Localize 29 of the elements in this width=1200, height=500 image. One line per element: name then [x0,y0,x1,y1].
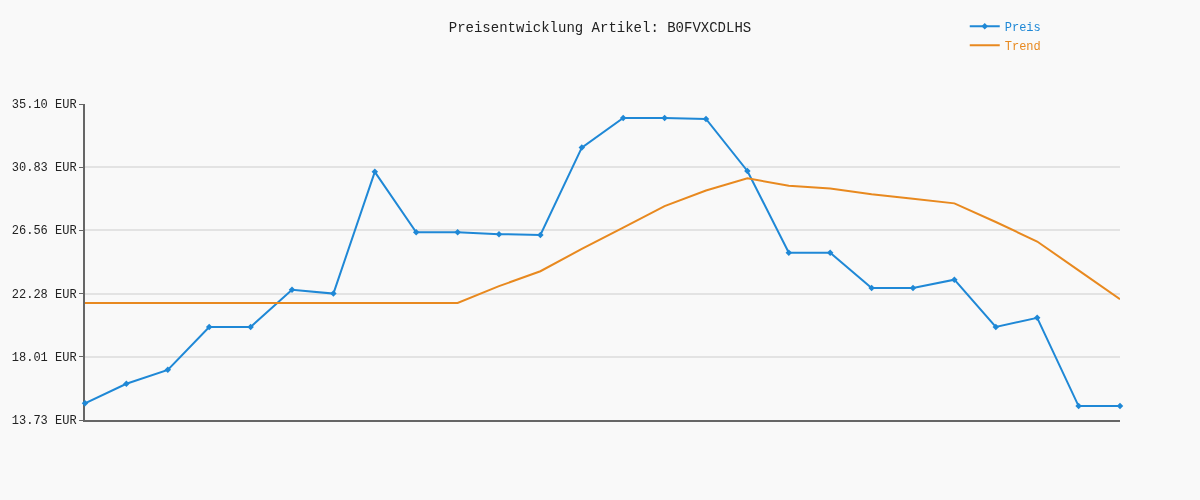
point [123,380,130,388]
y-tick-label: 22.28 EUR [11,287,77,302]
point [164,366,172,374]
point [785,249,793,257]
point [412,228,420,236]
point [1033,314,1041,322]
point [578,144,586,151]
point [992,323,1000,331]
line-series [85,177,1120,304]
point [371,168,379,176]
y-tick-label: 26.56 EUR [11,224,77,239]
chart-title: Preisentwicklung Artikel: B0FVXCDLHS [448,20,752,37]
point [702,115,710,123]
point [1116,402,1124,410]
legend-label: Preis [1004,20,1041,35]
y-tick-label: 30.83 EUR [11,161,77,176]
point [619,114,627,122]
point [205,323,213,331]
y-tick-label: 35.10 EUR [11,98,77,113]
y-tick-label: 18.01 EUR [11,350,77,365]
point [288,286,296,294]
point [330,290,337,297]
point [951,276,958,283]
point [495,230,503,238]
point [826,249,834,257]
point [909,284,917,292]
legend-label: Trend [1004,39,1041,54]
point [454,228,461,236]
y-tick-label: 13.73 EUR [11,414,77,429]
